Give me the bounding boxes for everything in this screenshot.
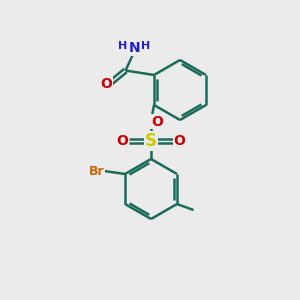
Text: O: O xyxy=(100,77,112,91)
Text: H: H xyxy=(141,40,151,51)
Text: O: O xyxy=(174,134,185,148)
Text: H: H xyxy=(118,40,128,51)
Text: O: O xyxy=(117,134,128,148)
Text: N: N xyxy=(129,41,140,55)
Text: O: O xyxy=(151,115,163,128)
Text: S: S xyxy=(145,132,157,150)
Text: Br: Br xyxy=(89,164,104,178)
